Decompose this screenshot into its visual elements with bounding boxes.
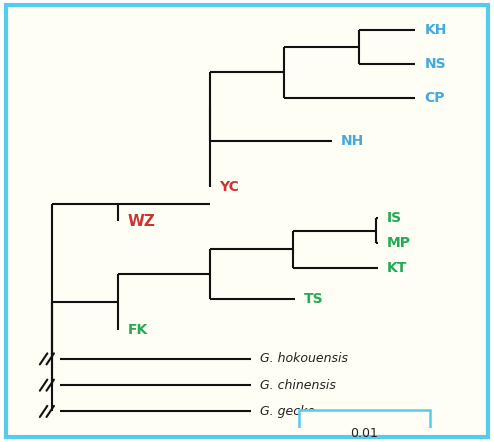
Text: WZ: WZ: [127, 214, 155, 229]
Text: TS: TS: [304, 292, 324, 306]
Text: G. chinensis: G. chinensis: [260, 379, 336, 392]
Text: 0.01: 0.01: [350, 427, 378, 439]
Text: NS: NS: [424, 57, 446, 71]
Text: NH: NH: [341, 134, 365, 148]
Text: YC: YC: [219, 180, 239, 194]
Text: CP: CP: [424, 91, 445, 105]
Text: G. gecko: G. gecko: [260, 405, 315, 418]
Text: KT: KT: [387, 261, 407, 275]
Text: IS: IS: [387, 211, 402, 225]
Text: G. hokouensis: G. hokouensis: [260, 352, 348, 366]
Bar: [299, 411, 430, 429]
Text: FK: FK: [127, 323, 148, 336]
Text: KH: KH: [424, 23, 447, 37]
Text: MP: MP: [387, 236, 411, 250]
